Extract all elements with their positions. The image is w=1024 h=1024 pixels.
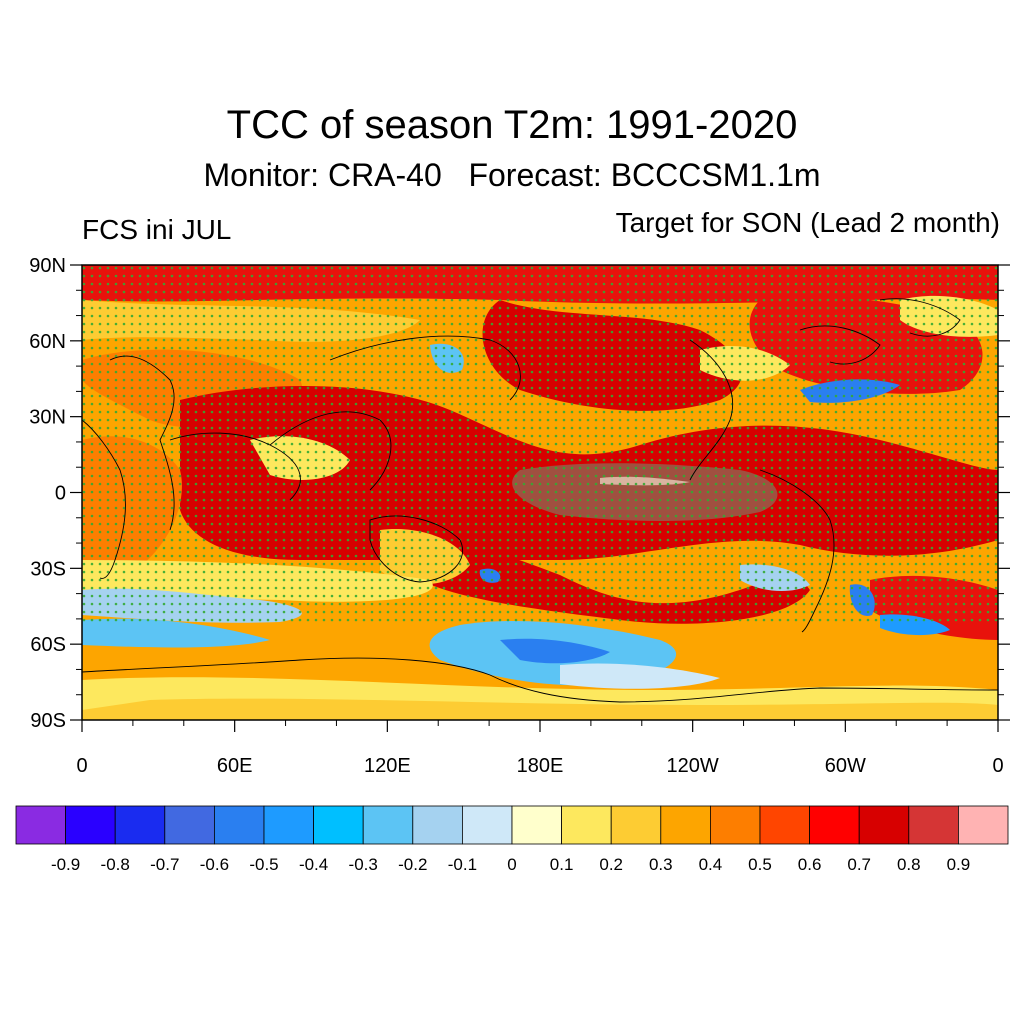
colorbar-swatch [65,805,116,845]
correlation-field [82,265,998,720]
lat-tick-label: 30N [29,407,66,429]
colorbar-label: -0.8 [101,855,130,874]
lat-tick-label: 60N [29,331,66,353]
lon-tick-label: 0 [992,755,1003,777]
colorbar-swatch [164,805,215,845]
colorbar-label: 0.2 [599,855,623,874]
lat-tick-label: 0 [55,483,66,505]
colorbar-swatch [958,805,1009,845]
colorbar-swatch [412,805,463,845]
colorbar-label: 0.3 [649,855,673,874]
colorbar-label: -0.7 [150,855,179,874]
lon-tick-label: 60E [217,755,253,777]
colorbar-label: 0.5 [748,855,772,874]
colorbar-label: -0.1 [448,855,477,874]
colorbar-swatch [809,805,860,845]
colorbar-swatch [313,805,364,845]
lat-tick-label: 30S [30,558,66,580]
colorbar-swatch [362,805,414,845]
latitude-axis: 90N 60N 30N 0 30S 60S 90S [29,255,1010,732]
colorbar-label: 0.4 [699,855,723,874]
colorbar: -0.9 -0.8 -0.7 -0.6 -0.5 -0.4 -0.3 -0.2 -0.1 0 0.1… [15,805,1009,874]
colorbar-swatch [610,805,662,845]
colorbar-swatch [710,805,761,845]
lon-tick-label: 120W [667,755,719,777]
colorbar-swatch [759,805,810,845]
target-label: Target for SON (Lead 2 month) [615,207,1000,238]
colorbar-swatch [561,805,612,845]
lon-tick-label: 120E [364,755,411,777]
map-title: TCC of season T2m: 1991-2020 [226,103,798,147]
colorbar-swatch [660,805,711,845]
colorbar-swatch [213,805,265,845]
colorbar-label: -0.6 [200,855,229,874]
map-subtitle: Monitor: CRA-40 Forecast: BCCCSM1.1m [203,157,821,193]
lon-tick-label: 0 [76,755,87,777]
longitude-axis: 0 60E 120E 180E 120W 60W 0 [76,720,1004,777]
colorbar-label: -0.5 [249,855,278,874]
colorbar-label: 0.1 [550,855,574,874]
lat-tick-label: 60S [30,634,66,656]
colorbar-label: 0 [507,855,516,874]
lon-tick-label: 60W [825,755,866,777]
colorbar-label: 0.9 [947,855,971,874]
coastlines [82,298,998,703]
lat-tick-label: 90N [29,255,66,277]
colorbar-label: -0.9 [51,855,80,874]
colorbar-label: 0.7 [847,855,871,874]
init-label: FCS ini JUL [82,214,232,245]
lon-tick-label: 180E [517,755,564,777]
colorbar-swatch [511,805,562,845]
colorbar-label: 0.8 [897,855,921,874]
colorbar-label: -0.2 [398,855,427,874]
colorbar-swatch [908,805,959,845]
colorbar-swatch [114,805,166,845]
colorbar-swatch [461,805,513,845]
colorbar-label: -0.4 [299,855,328,874]
colorbar-swatch [263,805,314,845]
colorbar-label: 0.6 [798,855,822,874]
colorbar-label: -0.3 [349,855,378,874]
colorbar-swatch [15,805,66,845]
colorbar-swatch [858,805,910,845]
lat-tick-label: 90S [30,710,66,732]
